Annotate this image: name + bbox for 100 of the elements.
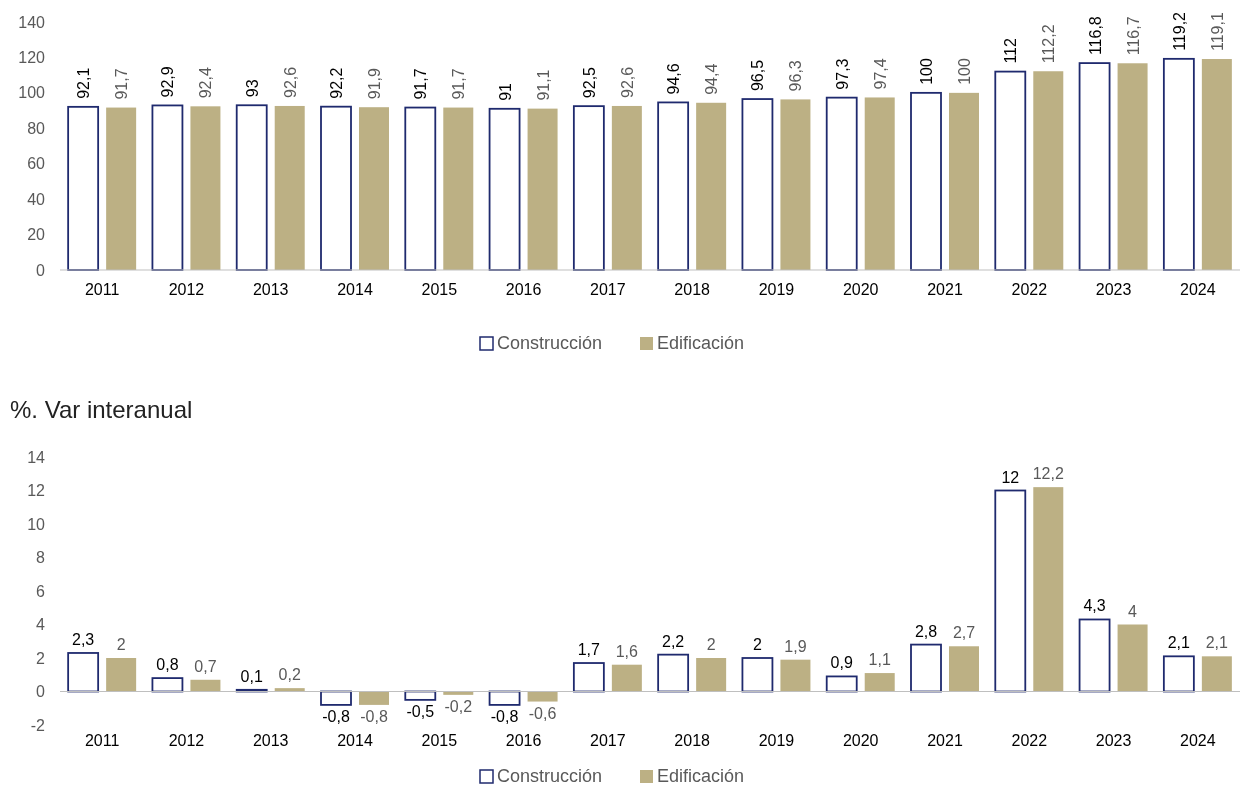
x-tick-label: 2017	[590, 732, 626, 749]
data-label: -0,8	[360, 707, 388, 725]
data-label: 119,2	[1170, 11, 1188, 51]
x-tick-label: 2022	[1011, 281, 1048, 298]
data-label: 92,2	[328, 67, 345, 99]
data-label: 97,3	[833, 58, 851, 90]
data-label: -0,2	[444, 697, 473, 715]
y-tick-label: 40	[27, 190, 46, 208]
legend-label: Edificación	[657, 766, 745, 786]
data-label: 91,9	[366, 67, 383, 100]
data-label: 112,2	[1040, 24, 1058, 64]
x-tick-label: 2020	[842, 281, 879, 298]
data-label: 1,1	[868, 651, 891, 669]
x-tick-label: 2021	[927, 281, 963, 298]
data-label: 92,9	[159, 66, 177, 98]
x-tick-label: 2014	[337, 732, 373, 749]
data-label: 94,4	[703, 63, 721, 95]
x-tick-label: 2017	[590, 281, 626, 298]
x-tick-label: 2015	[421, 281, 458, 298]
y-tick-label: -2	[30, 716, 46, 734]
y-tick-label: 8	[36, 549, 46, 567]
x-tick-label: 2018	[674, 281, 711, 298]
x-tick-label: 2020	[842, 732, 879, 749]
data-label: 2,1	[1205, 634, 1229, 652]
x-tick-label: 2023	[1095, 281, 1132, 298]
x-tick-label: 2013	[252, 732, 289, 749]
data-label: 0,8	[156, 656, 179, 674]
data-label: 116,7	[1124, 16, 1142, 56]
data-label: 0,2	[278, 666, 301, 684]
y-tick-label: 14	[27, 448, 46, 466]
x-tick-label: 2024	[1180, 281, 1216, 298]
y-tick-label: 100	[18, 84, 46, 102]
data-label: 91,1	[534, 69, 552, 101]
y-tick-label: 80	[27, 119, 46, 137]
data-label: 91,7	[412, 68, 430, 100]
data-label: 96,3	[787, 60, 805, 92]
data-label: 0,9	[830, 654, 853, 672]
data-label: 91,7	[450, 68, 468, 100]
y-tick-label: 6	[36, 582, 46, 600]
data-label: 92,4	[197, 67, 215, 99]
data-label: 0,7	[194, 657, 217, 675]
data-label: 100	[956, 58, 973, 85]
data-label: 0,1	[240, 667, 263, 685]
x-tick-label: 2019	[758, 732, 795, 749]
chart-title: %. Var interanual	[10, 396, 193, 423]
data-label: 119,1	[1208, 12, 1226, 52]
data-label: 2,1	[1167, 634, 1191, 652]
x-tick-label: 2013	[252, 281, 289, 298]
x-tick-label: 2012	[168, 732, 205, 749]
y-tick-label: 2	[36, 649, 46, 667]
x-tick-label: 2016	[505, 732, 542, 749]
data-label: 112	[1002, 37, 1020, 64]
y-tick-label: 140	[18, 13, 46, 31]
data-label: -0,8	[490, 707, 519, 725]
data-label: -0,6	[528, 704, 557, 722]
x-tick-label: 2015	[421, 732, 458, 749]
data-label: 2,8	[914, 622, 938, 640]
y-tick-label: 20	[27, 226, 46, 244]
y-tick-label: 4	[36, 616, 46, 634]
legend-label: Construcción	[497, 766, 603, 786]
data-label: 94,6	[665, 63, 683, 95]
data-label: 2,3	[72, 630, 95, 648]
x-tick-label: 2022	[1011, 732, 1048, 749]
data-label: -0,5	[406, 702, 435, 720]
data-label: 92,6	[281, 66, 299, 98]
x-tick-label: 2019	[758, 281, 795, 298]
x-tick-label: 2021	[927, 732, 963, 749]
y-tick-label: 10	[27, 515, 46, 533]
x-tick-label: 2023	[1095, 732, 1132, 749]
x-tick-label: 2016	[505, 281, 542, 298]
data-label: 4,3	[1083, 597, 1106, 615]
data-label: 92,1	[75, 67, 93, 99]
data-label: 96,5	[749, 59, 767, 92]
data-label: 2	[706, 636, 716, 653]
data-label: 91,7	[113, 68, 131, 100]
data-label: 1,7	[577, 641, 601, 659]
y-tick-label: 0	[36, 261, 46, 279]
data-label: 1,9	[784, 637, 807, 655]
data-label: 116,8	[1086, 16, 1104, 56]
data-label: -0,8	[322, 707, 350, 725]
data-label: 100	[918, 58, 935, 85]
data-label: 92,5	[580, 66, 598, 99]
x-tick-label: 2012	[168, 281, 205, 298]
data-label: 91	[496, 82, 514, 101]
data-label: 97,4	[871, 58, 889, 90]
x-tick-label: 2011	[84, 732, 120, 749]
data-label: 2	[752, 636, 762, 653]
data-label: 2	[116, 636, 126, 653]
legend-label: Edificación	[657, 333, 745, 353]
x-tick-label: 2024	[1180, 732, 1216, 749]
y-tick-label: 120	[18, 49, 46, 67]
data-label: 93	[243, 79, 261, 98]
data-label: 2,7	[952, 624, 976, 642]
y-tick-label: 0	[36, 683, 46, 701]
y-tick-label: 60	[27, 155, 46, 173]
y-tick-label: 12	[27, 482, 46, 500]
x-tick-label: 2011	[84, 281, 120, 298]
data-label: 1,6	[615, 642, 639, 660]
x-tick-label: 2014	[337, 281, 373, 298]
data-label: 2,2	[662, 632, 685, 650]
